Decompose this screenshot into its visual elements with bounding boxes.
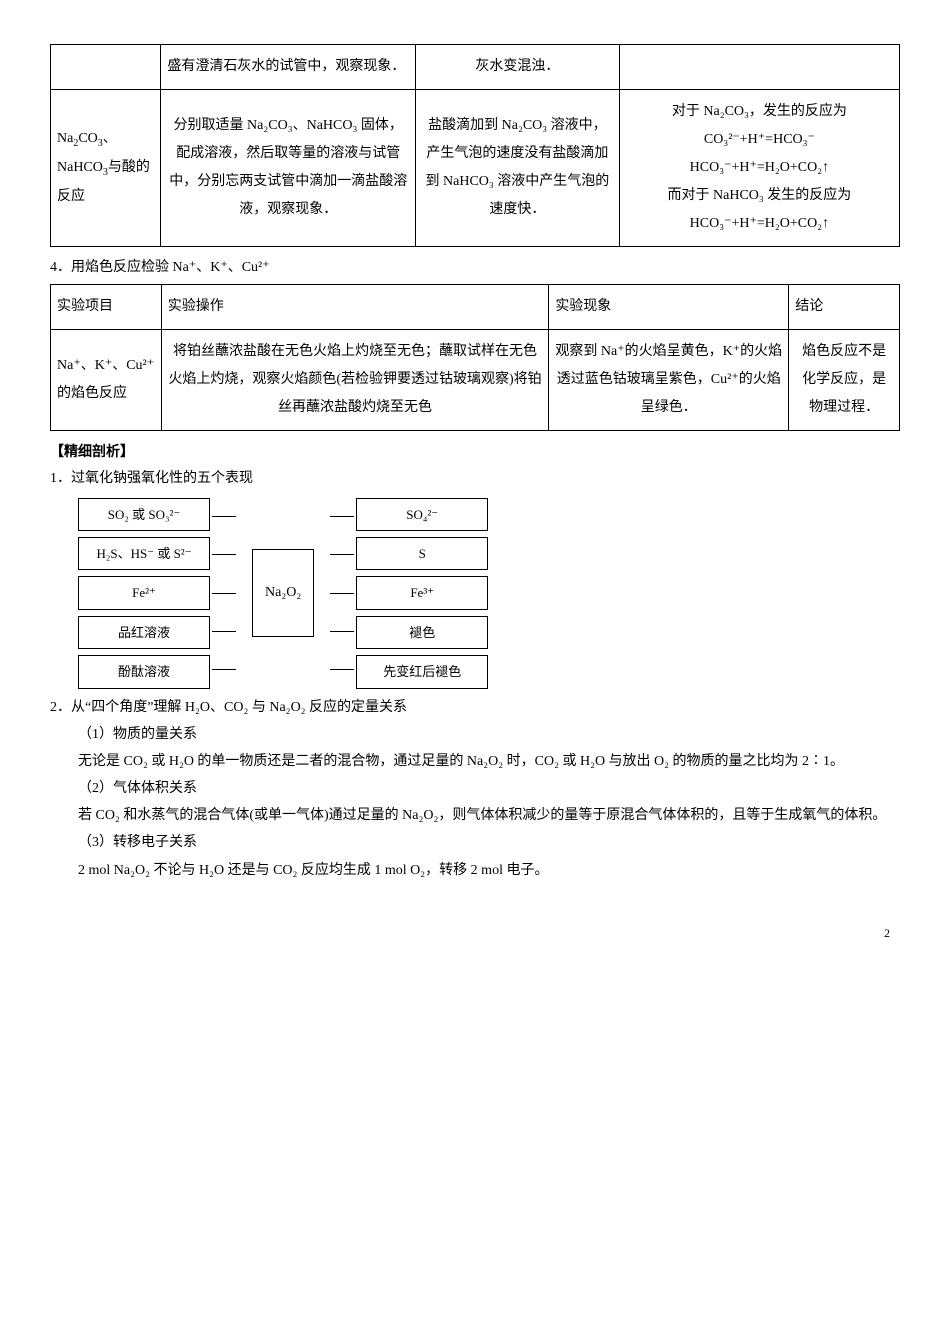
page-number: 2 xyxy=(50,923,900,945)
cell: 对于 Na₂CO₃，发生的反应为 CO₃²⁻+H⁺=HCO₃⁻ HCO₃⁻+H⁺… xyxy=(619,90,899,247)
diagram-box: S xyxy=(356,537,488,570)
cell: 分别取适量 Na₂CO₃、NaHCO₃ 固体，配成溶液，然后取等量的溶液与试管中… xyxy=(161,90,416,247)
cell xyxy=(51,45,161,90)
table-experiment-1: 盛有澄清石灰水的试管中，观察现象． 灰水变混浊． Na2CO3、NaHCO3与酸… xyxy=(50,44,900,247)
text: HCO₃⁻+H⁺=H₂O+CO₂↑ xyxy=(626,154,893,182)
text: CO₃²⁻+H⁺=HCO₃⁻ xyxy=(626,126,893,154)
header-cell: 结论 xyxy=(789,285,900,330)
table-experiment-2: 实验项目 实验操作 实验现象 结论 Na⁺、K⁺、Cu²⁺的焰色反应 将铂丝蘸浓… xyxy=(50,284,900,431)
diagram-box: H₂S、HS⁻ 或 S²⁻ xyxy=(78,537,210,570)
diagram-box: SO₂ 或 SO₃²⁻ xyxy=(78,498,210,531)
table-row: Na⁺、K⁺、Cu²⁺的焰色反应 将铂丝蘸浓盐酸在无色火焰上灼烧至无色；蘸取试样… xyxy=(51,330,900,431)
cell: 盛有澄清石灰水的试管中，观察现象． xyxy=(161,45,416,90)
cell: 观察到 Na⁺的火焰呈黄色，K⁺的火焰透过蓝色钴玻璃呈紫色，Cu²⁺的火焰呈绿色… xyxy=(549,330,789,431)
diagram-right-col: SO₄²⁻ S Fe³⁺ 褪色 先变红后褪色 xyxy=(356,498,488,689)
subsection-2-body: 若 CO₂ 和水蒸气的混合气体(或单一气体)通过足量的 Na₂O₂，则气体体积减… xyxy=(50,803,900,828)
subsection-2-title: （2）气体体积关系 xyxy=(50,776,900,801)
diagram-box: 酚酞溶液 xyxy=(78,655,210,688)
diagram-box: Fe²⁺ xyxy=(78,576,210,609)
text: 对于 Na₂CO₃，发生的反应为 xyxy=(626,98,893,126)
cell: 盐酸滴加到 Na₂CO₃ 溶液中，产生气泡的速度没有盐酸滴加到 NaHCO₃ 溶… xyxy=(416,90,620,247)
diagram-box: Fe³⁺ xyxy=(356,576,488,609)
table-row: 实验项目 实验操作 实验现象 结论 xyxy=(51,285,900,330)
text: 而对于 NaHCO₃ 发生的反应为 xyxy=(626,182,893,210)
subsection-1-title: （1）物质的量关系 xyxy=(50,722,900,747)
analysis-item-1: 1．过氧化钠强氧化性的五个表现 xyxy=(50,466,900,491)
diagram-box: SO₄²⁻ xyxy=(356,498,488,531)
cell-project: Na2CO3、NaHCO3与酸的反应 xyxy=(51,90,161,247)
list-item-4: 4．用焰色反应检验 Na⁺、K⁺、Cu²⁺ xyxy=(50,255,900,280)
connector-col xyxy=(328,498,356,689)
text: Na2CO3、NaHCO3与酸的反应 xyxy=(57,131,150,204)
table-row: 盛有澄清石灰水的试管中，观察现象． 灰水变混浊． xyxy=(51,45,900,90)
cell: 将铂丝蘸浓盐酸在无色火焰上灼烧至无色；蘸取试样在无色火焰上灼烧，观察火焰颜色(若… xyxy=(161,330,549,431)
analysis-item-2: 2．从“四个角度”理解 H₂O、CO₂ 与 Na₂O₂ 反应的定量关系 xyxy=(50,695,900,720)
connector-col xyxy=(210,498,238,689)
diagram-box: 先变红后褪色 xyxy=(356,655,488,688)
header-cell: 实验项目 xyxy=(51,285,162,330)
header-cell: 实验操作 xyxy=(161,285,549,330)
subsection-1-body: 无论是 CO₂ 或 H₂O 的单一物质还是二者的混合物，通过足量的 Na₂O₂ … xyxy=(50,749,900,774)
text: HCO₃⁻+H⁺=H₂O+CO₂↑ xyxy=(626,210,893,238)
subsection-3-title: （3）转移电子关系 xyxy=(50,830,900,855)
subsection-3-body: 2 mol Na₂O₂ 不论与 H₂O 还是与 CO₂ 反应均生成 1 mol … xyxy=(50,858,900,883)
oxidation-diagram: SO₂ 或 SO₃²⁻ H₂S、HS⁻ 或 S²⁻ Fe²⁺ 品红溶液 酚酞溶液… xyxy=(78,498,900,689)
diagram-center-box: Na₂O₂ xyxy=(252,549,314,636)
diagram-box: 褪色 xyxy=(356,616,488,649)
table-row: Na2CO3、NaHCO3与酸的反应 分别取适量 Na₂CO₃、NaHCO₃ 固… xyxy=(51,90,900,247)
diagram-box: 品红溶液 xyxy=(78,616,210,649)
diagram-left-col: SO₂ 或 SO₃²⁻ H₂S、HS⁻ 或 S²⁻ Fe²⁺ 品红溶液 酚酞溶液 xyxy=(78,498,210,689)
section-heading: 【精细剖析】 xyxy=(50,439,900,464)
cell: Na⁺、K⁺、Cu²⁺的焰色反应 xyxy=(51,330,162,431)
cell: 焰色反应不是化学反应，是物理过程． xyxy=(789,330,900,431)
cell xyxy=(619,45,899,90)
cell: 灰水变混浊． xyxy=(416,45,620,90)
header-cell: 实验现象 xyxy=(549,285,789,330)
diagram-center: Na₂O₂ xyxy=(238,498,328,689)
